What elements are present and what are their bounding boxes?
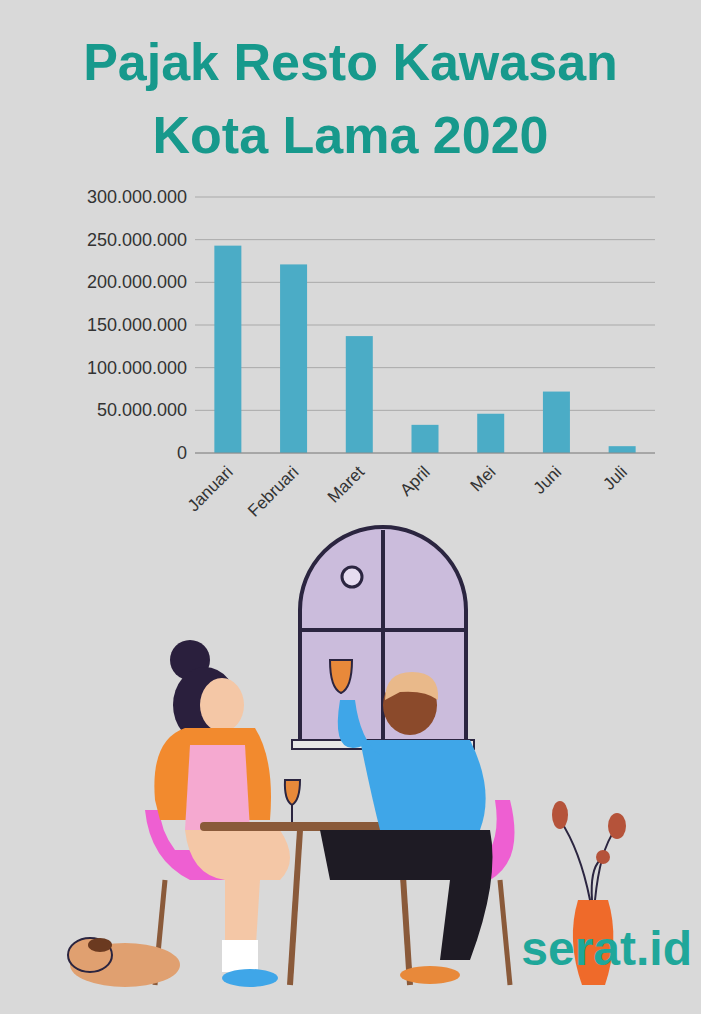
title-line: Pajak Resto Kawasan [83, 33, 618, 91]
flower [552, 801, 568, 829]
grid-line [195, 367, 655, 368]
chair-leg [500, 880, 510, 985]
grid-line [195, 410, 655, 411]
window-bar [300, 628, 466, 632]
y-tick-label: 200.000.000 [87, 272, 187, 292]
arm [338, 700, 380, 755]
title: Pajak Resto Kawasan Kota Lama 2020 [83, 33, 618, 164]
window-moon [342, 567, 362, 587]
bar [412, 425, 439, 453]
bar [609, 446, 636, 453]
x-tick-label: April [396, 462, 433, 499]
x-tick-label: Mei [467, 462, 500, 495]
flower [608, 813, 626, 839]
stems [560, 820, 615, 900]
bars [214, 246, 635, 453]
window [300, 527, 466, 745]
glass-stem [291, 805, 293, 822]
page: Pajak Resto Kawasan Kota Lama 2020 0 50.000… [0, 0, 701, 1014]
y-tick-label: 300.000.000 [87, 187, 187, 207]
grid-line [195, 325, 655, 326]
bar [346, 336, 373, 453]
shoe [222, 969, 278, 987]
y-tick-label: 50.000.000 [97, 400, 187, 420]
face [200, 678, 244, 732]
glass [285, 780, 300, 805]
overalls [185, 745, 250, 830]
y-tick-label: 150.000.000 [87, 315, 187, 335]
brand-logo: serat.id [521, 922, 692, 975]
y-tick-label: 100.000.000 [87, 358, 187, 378]
x-tick-label: Juni [530, 462, 565, 497]
dog-ear [88, 938, 112, 952]
background [0, 0, 701, 1014]
y-axis: 0 50.000.000 100.000.000 150.000.000 200.000… [87, 187, 655, 463]
grid-line [195, 282, 655, 283]
y-tick-label: 0 [177, 443, 187, 463]
bar [280, 264, 307, 453]
shoe [400, 966, 460, 984]
x-tick-label: Juli [599, 462, 630, 493]
shirt [360, 740, 486, 830]
grid-line [195, 453, 655, 454]
table-leg [290, 830, 300, 985]
bar [543, 392, 570, 453]
x-tick-label: Maret [324, 462, 368, 506]
illustration [68, 527, 626, 987]
title-line: Kota Lama 2020 [153, 106, 549, 164]
bar [214, 246, 241, 453]
bar [477, 414, 504, 453]
trousers [320, 830, 493, 960]
grid-line [195, 197, 655, 198]
x-tick-label: Februari [244, 462, 302, 520]
flower [596, 850, 610, 864]
dog-head [68, 938, 112, 972]
glass [330, 660, 352, 693]
y-tick-label: 250.000.000 [87, 230, 187, 250]
x-tick-label: Januari [184, 462, 237, 515]
x-axis-line [195, 453, 655, 454]
grid-line [195, 239, 655, 240]
sock [222, 940, 258, 972]
man-hair [385, 672, 438, 700]
x-axis: JanuariFebruari Maret April Mei Juni Juli [184, 462, 631, 520]
